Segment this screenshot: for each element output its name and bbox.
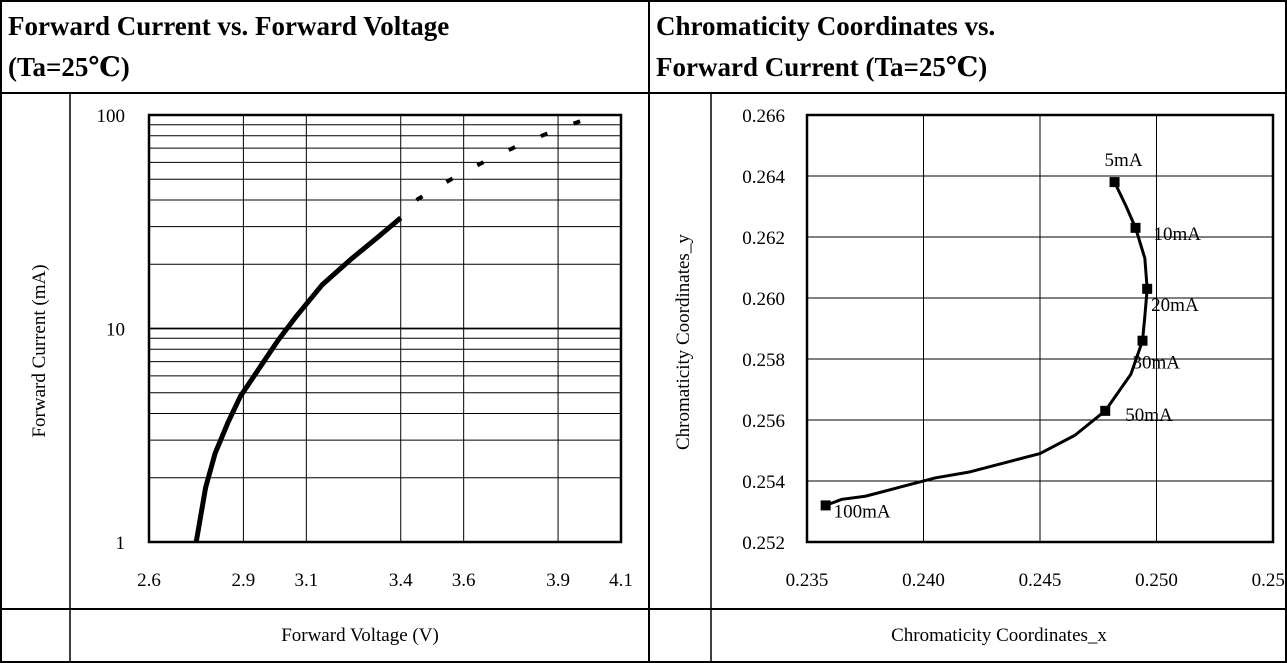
data-point-marker [1109,177,1120,188]
x-tick-label: 3.1 [294,570,318,591]
x-tick-label: 0.250 [1135,570,1178,591]
left-x-axis-label: Forward Voltage (V) [281,625,439,646]
x-tick-label: 0.240 [902,570,945,591]
x-tick-label: 3.4 [389,570,413,591]
x-tick-label: 2.9 [232,570,256,591]
data-point-label: 50mA [1125,405,1173,426]
data-point-marker [820,500,831,511]
y-tick-label: 0.256 [742,411,785,432]
y-tick-label: 0.264 [742,167,785,188]
data-point-label: 30mA [1133,353,1181,374]
data-point-marker [1142,283,1153,294]
x-tick-label: 0.245 [1019,570,1062,591]
x-tick-label: 4.1 [609,570,633,591]
iv-curve-measured [193,215,403,543]
y-tick-label: 10 [106,320,125,341]
y-tick-label: 0.254 [742,472,785,493]
x-tick-label: 3.9 [546,570,570,591]
data-point-label: 5mA [1105,150,1143,171]
y-tick-label: 100 [97,106,126,127]
right-title-line2: Forward Current (Ta=25℃) [656,52,988,82]
right-title-line1: Chromaticity Coordinates vs. [656,11,996,41]
data-point-label: 100mA [834,501,891,522]
data-point-marker [1137,335,1148,346]
plot-area-border [805,113,1275,544]
y-tick-label: 0.252 [742,533,785,554]
y-tick-label: 0.262 [742,228,785,249]
x-tick-label: 2.6 [137,570,161,591]
right-x-axis-label: Chromaticity Coordinates_x [891,625,1107,646]
chromaticity-curve [825,181,1149,507]
y-tick-label: 1 [116,533,126,554]
y-tick-label: 0.258 [742,350,785,371]
data-point-label: 20mA [1151,295,1199,316]
x-tick-label: 0.255 [1252,570,1287,591]
x-tick-label: 0.235 [786,570,829,591]
left-title-line1: Forward Current vs. Forward Voltage [8,11,450,41]
data-point-marker [1130,222,1141,233]
y-tick-label: 0.260 [742,289,785,310]
left-title-line2: (Ta=25℃) [8,52,130,82]
data-point-label: 10mA [1154,224,1202,245]
plot-area-border [147,113,623,544]
x-tick-label: 3.6 [452,570,476,591]
data-point-marker [1100,405,1111,416]
y-tick-label: 0.266 [742,106,785,127]
